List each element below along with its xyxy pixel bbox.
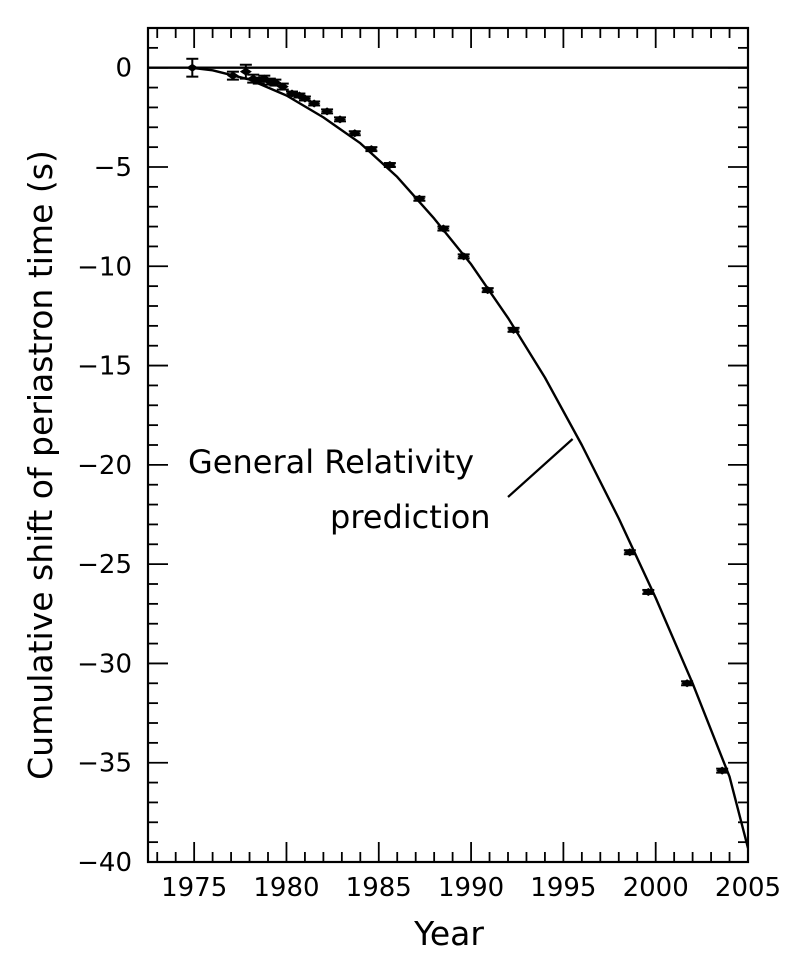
y-tick-label: −30 [77,649,132,679]
data-marker [413,194,426,203]
annotation-line-1: General Relativity [188,443,474,481]
x-tick-label: 2000 [623,873,689,903]
y-tick-label: −40 [77,848,132,878]
data-marker [269,78,282,87]
measurement-point [186,57,199,78]
y-tick-label: −20 [77,451,132,481]
data-marker [348,129,361,138]
measurement-point [623,548,636,557]
data-marker [383,161,396,170]
measurement-point [334,115,346,124]
measurement-point [481,286,494,295]
measurement-point [642,587,655,596]
measurement-point [226,70,239,81]
x-tick-label: 1995 [530,873,596,903]
data-marker [298,94,311,103]
data-marker [365,145,378,154]
measurement-point [383,161,396,170]
annotation-line-2: prediction [330,498,491,536]
measurement-point [507,325,520,334]
data-marker [276,82,289,91]
y-tick-label: −35 [77,749,132,779]
data-marker [507,325,520,334]
gr-prediction-curve [190,66,748,849]
tick-labels-layer: 1975 1980 1985 1990 1995 2000 2005 0 −5 −10 −15 −20… [77,54,781,903]
x-tick-label: 1975 [161,873,227,903]
measurement-point [437,224,450,233]
y-tick-label: 0 [115,54,132,84]
measurement-point [321,107,334,116]
measurement-point [457,252,470,261]
y-tick-label: −25 [77,550,132,580]
y-tick-label: −5 [94,153,132,183]
y-axis-title: Cumulative shift of periastron time (s) [21,150,60,780]
x-tick-label: 2005 [715,873,781,903]
data-marker [321,107,334,116]
data-marker [457,252,470,261]
measurement-point [681,679,694,688]
data-marker [334,115,346,124]
plot-frame [146,26,750,864]
axis-ticks-layer [148,27,749,863]
data-marker [308,99,321,108]
data-marker [226,71,239,80]
measurement-point [348,129,361,138]
data-marker [681,679,694,688]
data-marker [623,548,636,557]
data-marker [716,766,729,775]
data-marker [481,286,494,295]
y-tick-label: −10 [77,252,132,282]
measurement-point [413,194,426,203]
x-axis-title: Year [413,914,484,953]
data-marker [437,224,450,233]
x-tick-label: 1980 [253,873,319,903]
x-tick-label: 1990 [438,873,504,903]
annotation-pointer-line [507,438,574,498]
measurement-point [365,145,378,154]
measurement-point [308,99,321,108]
data-marker [642,587,655,596]
y-tick-label: −15 [77,352,132,382]
measurement-point [276,82,289,91]
x-tick-label: 1985 [346,873,412,903]
plot-layer [148,57,748,849]
gr-prediction-annotation: General Relativity prediction [188,438,574,536]
data-marker [186,63,199,72]
measurement-point [716,766,729,775]
